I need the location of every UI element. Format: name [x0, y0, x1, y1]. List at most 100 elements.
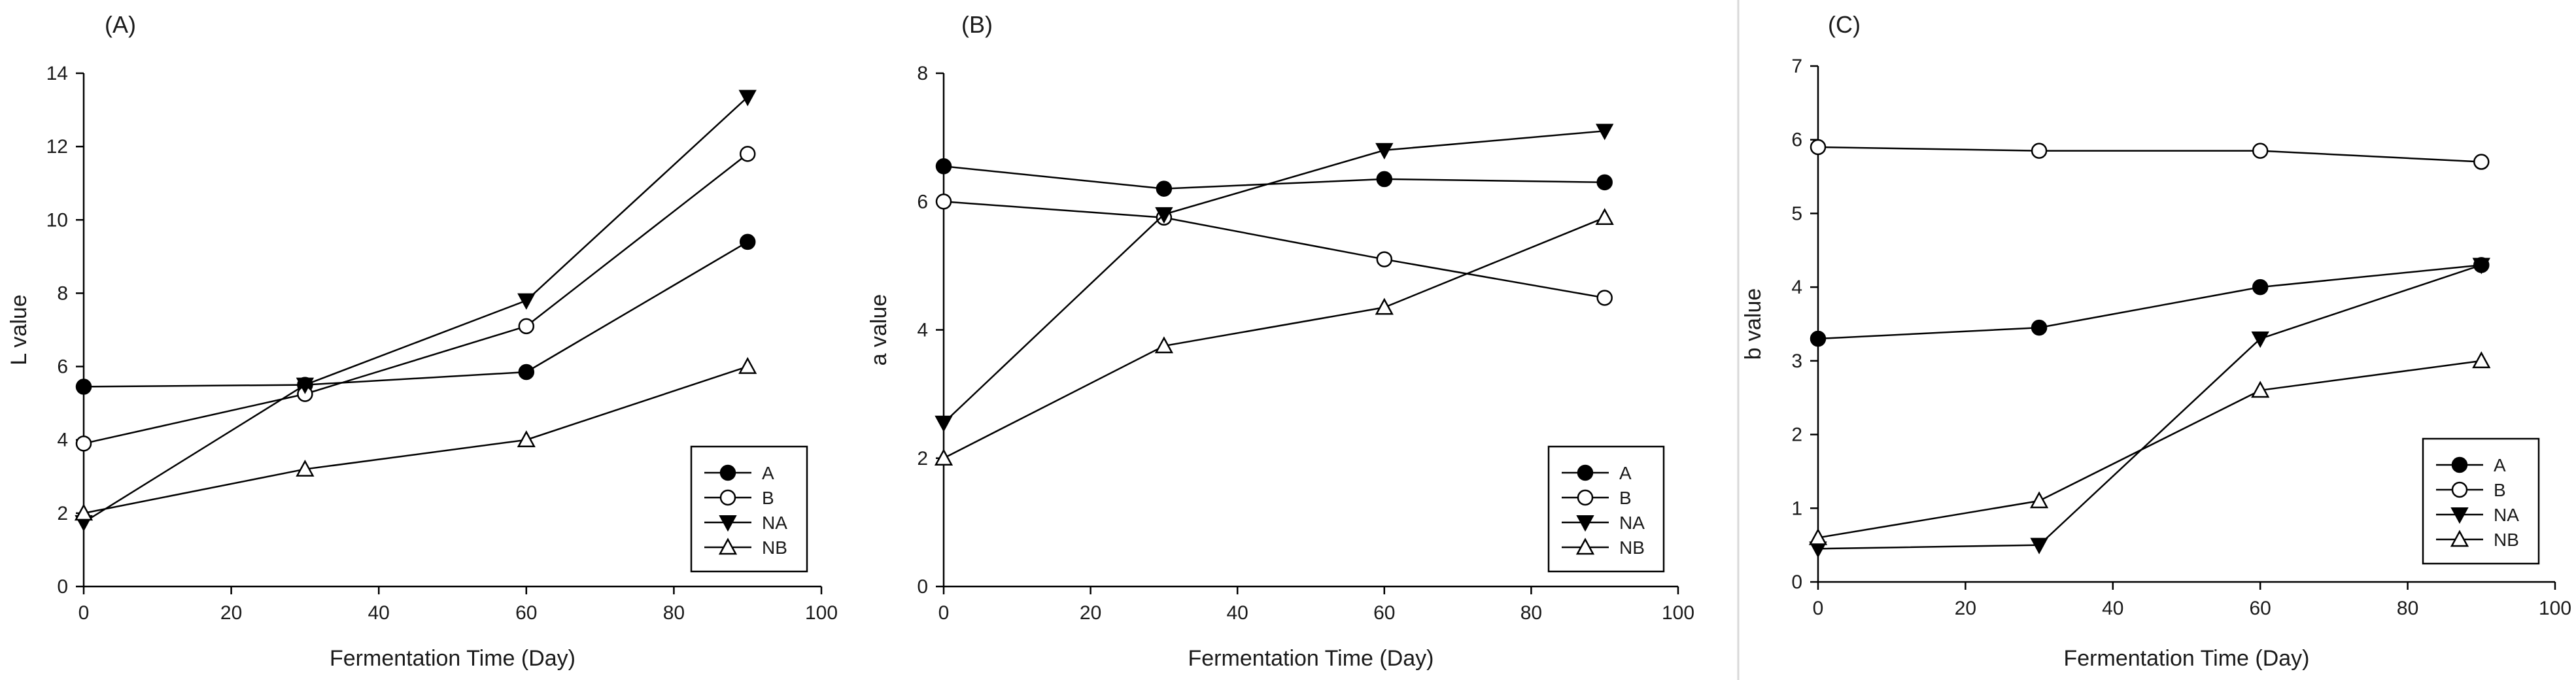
- series-na: [75, 90, 757, 532]
- data-point: [738, 356, 757, 374]
- data-point: [1156, 180, 1173, 197]
- series-na: [1809, 258, 2490, 558]
- series-a: [935, 158, 1613, 197]
- series-nb: [74, 356, 757, 521]
- data-point: [1810, 139, 1827, 156]
- x-tick-label: 40: [2102, 598, 2123, 619]
- y-tick-label: 10: [46, 209, 68, 231]
- x-tick-label: 80: [2397, 598, 2418, 619]
- legend-label: NA: [762, 513, 787, 533]
- x-tick-label: 100: [1662, 602, 1694, 624]
- y-axis-label: b value: [1741, 288, 1766, 360]
- series-nb: [934, 208, 1614, 466]
- series-line: [1817, 264, 2482, 340]
- legend-marker: [1576, 515, 1594, 532]
- x-tick-label: 20: [1080, 602, 1101, 624]
- data-point: [74, 503, 94, 521]
- x-tick-label: 60: [2250, 598, 2271, 619]
- series-a: [75, 233, 756, 395]
- data-point: [1595, 208, 1614, 226]
- series-line: [83, 96, 749, 523]
- series-line: [83, 241, 748, 388]
- x-tick-label: 100: [805, 602, 838, 624]
- legend-marker: [1577, 489, 1594, 506]
- legend-label: A: [762, 463, 774, 483]
- y-tick-label: 4: [1791, 277, 1802, 298]
- data-point: [1596, 174, 1613, 191]
- legend: AB NA NB: [2422, 437, 2540, 565]
- data-point: [935, 194, 952, 210]
- legend-label: B: [2494, 480, 2506, 500]
- data-point: [2031, 143, 2048, 159]
- y-tick-label: 7: [1791, 56, 1802, 77]
- legend-marker: [2451, 456, 2468, 473]
- legend-box: [690, 445, 808, 573]
- series-na: [935, 124, 1614, 432]
- x-tick-label: 20: [220, 602, 242, 624]
- legend-label: A: [1619, 463, 1632, 483]
- y-tick-label: 6: [57, 356, 68, 378]
- chart-panel-2: (C) 0 20 40 60 80 100 0 1 2 3 4 5 6 7 Fermentation Time…: [1741, 11, 2571, 671]
- y-tick-label: 2: [1791, 424, 1802, 446]
- y-tick-label: 0: [57, 576, 68, 598]
- legend-label: NB: [762, 537, 787, 558]
- series-nb: [1808, 351, 2491, 545]
- x-axis-label: Fermentation Time (Day): [330, 646, 575, 671]
- data-point: [2472, 351, 2491, 369]
- data-point: [2473, 154, 2490, 170]
- data-point: [1375, 298, 1394, 315]
- series-line: [1817, 360, 2482, 539]
- x-axis-label: Fermentation Time (Day): [2064, 646, 2310, 671]
- y-tick-label: 6: [1791, 129, 1802, 151]
- legend-label: NB: [2494, 530, 2519, 550]
- data-point: [1376, 251, 1393, 267]
- data-point: [2029, 491, 2049, 509]
- y-axis-label: a value: [867, 294, 891, 366]
- data-point: [296, 377, 315, 394]
- y-axis-label: L value: [7, 294, 31, 365]
- legend-marker: [2451, 481, 2468, 498]
- x-tick-label: 100: [2539, 598, 2571, 619]
- data-point: [2252, 143, 2269, 159]
- y-tick-label: 6: [917, 191, 928, 212]
- x-tick-label: 0: [1813, 598, 1824, 619]
- legend-marker: [718, 537, 738, 555]
- data-point: [1376, 171, 1393, 188]
- data-point: [1810, 330, 1827, 347]
- y-tick-label: 3: [1791, 350, 1802, 372]
- series-a: [1810, 257, 2490, 347]
- x-tick-label: 0: [78, 602, 90, 624]
- legend: AB NA NB: [1547, 445, 1665, 573]
- series-b: [935, 194, 1613, 306]
- x-tick-label: 60: [1373, 602, 1395, 624]
- data-point: [75, 379, 92, 395]
- data-point: [935, 158, 952, 175]
- data-point: [2252, 279, 2269, 296]
- data-point: [1596, 290, 1613, 306]
- chart-panel-0: (A) 0 20 40 60 80 100 0 2 4 6 8 10 12 14 Fermentation T…: [7, 11, 838, 671]
- legend-label: NA: [1619, 513, 1645, 533]
- y-tick-label: 2: [57, 503, 68, 524]
- legend-box: [2422, 437, 2540, 565]
- series-line: [1817, 264, 2482, 550]
- legend-label: A: [2494, 455, 2506, 475]
- data-point: [1596, 124, 1614, 141]
- data-point: [2251, 381, 2270, 398]
- y-tick-label: 1: [1791, 498, 1802, 519]
- series-line: [943, 130, 1605, 424]
- legend-label: B: [1619, 488, 1632, 508]
- x-axis-label: Fermentation Time (Day): [1188, 646, 1434, 671]
- series-line: [943, 216, 1606, 459]
- legend: AB NA NB: [690, 445, 808, 573]
- x-tick-label: 0: [938, 602, 950, 624]
- data-point: [935, 415, 953, 432]
- data-point: [738, 90, 757, 107]
- legend-marker: [719, 464, 736, 481]
- data-point: [2251, 332, 2269, 348]
- data-point: [517, 430, 536, 447]
- series-line: [943, 201, 1605, 299]
- y-tick-label: 2: [917, 448, 928, 469]
- chart-panel-1: (B) 0 20 40 60 80 100 0 2 4 6 8 Fermentation Time (D…: [867, 11, 1694, 671]
- series-line: [83, 153, 748, 445]
- data-point: [296, 459, 315, 477]
